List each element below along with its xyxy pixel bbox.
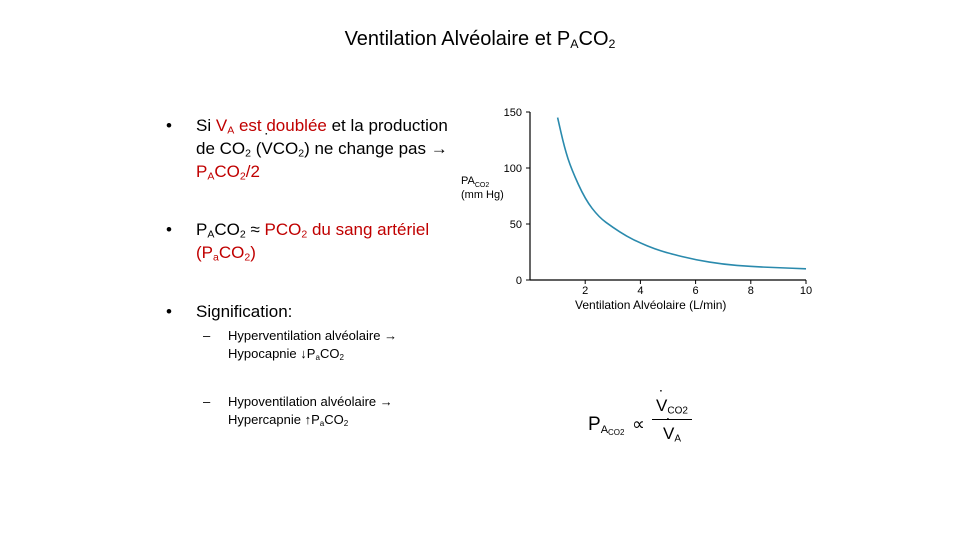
bullet-2: • PACO2 ≈ PCO2 du sang artériel (PaCO2) — [166, 218, 456, 264]
bullet-1: • Si VA est doublée et la production de … — [166, 114, 456, 183]
y-tick-label: 150 — [504, 107, 522, 119]
sub-bullet-2: – Hypoventilation alvéolaire → Hypercapn… — [203, 393, 463, 429]
y-axis-label: PACO2 — [461, 175, 489, 189]
bullet-3: • Signification: — [166, 300, 456, 323]
bullet-1-text: Si VA est doublée et la production de CO… — [196, 114, 456, 183]
chart-axes — [529, 112, 806, 281]
slide-title: Ventilation Alvéolaire et PACO2 — [344, 28, 616, 52]
data-line — [556, 117, 807, 270]
sub-bullet-marker: – — [203, 394, 211, 409]
ventilation-chart: 0 50 100 150 2 4 6 8 10 PACO2 (mm Hg) Ventilatio… — [461, 107, 812, 312]
bullet-marker: • — [166, 116, 172, 135]
sub-bullet-2-text: Hypoventilation alvéolaire → Hypercapnie… — [228, 394, 393, 428]
y-tick-label: 0 — [516, 275, 522, 287]
x-tick-label: 10 — [800, 285, 812, 297]
x-tick-label: 8 — [748, 285, 754, 297]
chart-labels: PACO2 (mm Hg) Ventilation Alvéolaire (L/… — [461, 175, 726, 312]
formula-lhs: PACO2 — [588, 414, 625, 437]
proportional-symbol: ∝ — [632, 414, 645, 434]
x-tick-label: 4 — [637, 285, 643, 297]
y-tick-label: 100 — [504, 163, 522, 175]
formula-fraction: VCO2 VA — [652, 396, 692, 444]
x-axis-label: Ventilation Alvéolaire (L/min) — [575, 298, 726, 312]
chart-series — [556, 117, 807, 270]
fraction-bar — [652, 419, 692, 420]
y-tick-label: 50 — [510, 219, 522, 231]
y-axis-unit: (mm Hg) — [461, 189, 504, 201]
bullet-marker: • — [166, 302, 172, 321]
chart-ticks: 0 50 100 150 2 4 6 8 10 — [504, 107, 812, 297]
formula-numerator: VCO2 — [652, 396, 692, 416]
bullet-2-text: PACO2 ≈ PCO2 du sang artériel (PaCO2) — [196, 220, 430, 264]
formula-denominator: VA — [652, 424, 692, 444]
bullet-marker: • — [166, 220, 172, 239]
sub-bullet-1: – Hyperventilation alvéolaire → Hypocapn… — [203, 327, 463, 363]
x-tick-label: 2 — [582, 285, 588, 297]
bullet-3-text: Signification: — [196, 302, 293, 321]
sub-bullet-marker: – — [203, 328, 211, 343]
sub-bullet-1-text: Hyperventilation alvéolaire → Hypocapnie… — [228, 328, 398, 362]
x-tick-label: 6 — [693, 285, 699, 297]
